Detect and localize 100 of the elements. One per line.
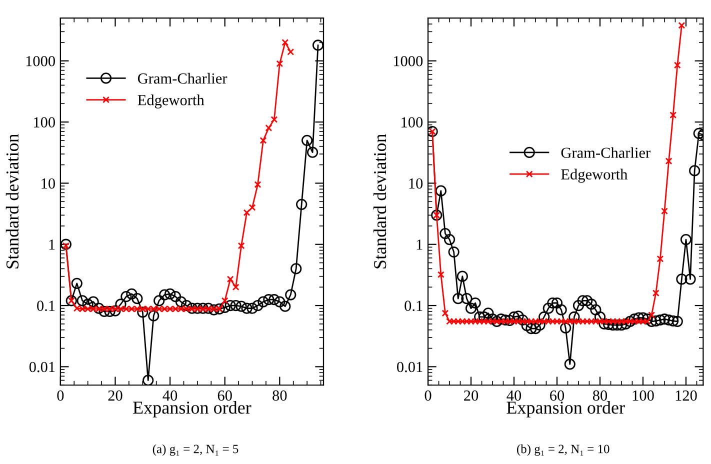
point xyxy=(197,302,208,314)
y-tick-label: 100 xyxy=(402,117,423,128)
point xyxy=(437,271,444,278)
point xyxy=(126,288,138,300)
y-tick-label: 1000 xyxy=(26,56,55,66)
point xyxy=(219,302,230,314)
point xyxy=(302,134,313,146)
point xyxy=(221,297,228,304)
point xyxy=(232,284,240,291)
x-axis-title: Expansion order xyxy=(133,401,252,418)
point xyxy=(192,302,204,314)
point xyxy=(154,295,165,306)
point xyxy=(137,306,148,318)
y-tick-label: 10 xyxy=(42,178,55,189)
point xyxy=(263,294,274,306)
x-tick-label: 80 xyxy=(592,390,608,401)
legend-label: Edgeworth xyxy=(138,94,204,108)
point xyxy=(312,40,324,51)
x-tick-label: 40 xyxy=(506,390,522,401)
legend-label: Edgeworth xyxy=(561,168,628,183)
point xyxy=(164,288,176,300)
point xyxy=(142,374,154,386)
y-tick-label: 100 xyxy=(34,117,55,128)
point xyxy=(265,124,272,132)
y-axis-title: Standard deviation xyxy=(373,134,386,268)
legend-label: Gram-Charlier xyxy=(561,147,650,158)
point xyxy=(276,60,284,68)
x-tick-label: 60 xyxy=(218,390,232,401)
point xyxy=(202,302,214,314)
point xyxy=(274,296,286,308)
text: (b) g₁ = 2, N₁ = 10 xyxy=(517,444,610,456)
point xyxy=(82,298,94,310)
point xyxy=(93,302,104,314)
point xyxy=(148,310,160,322)
point xyxy=(88,296,99,308)
point xyxy=(76,295,88,306)
point xyxy=(280,300,291,312)
x-tick-label: 80 xyxy=(272,390,287,401)
point xyxy=(110,305,121,316)
point xyxy=(287,48,294,56)
point xyxy=(175,296,187,308)
point xyxy=(282,38,289,46)
x-tick-label: 20 xyxy=(464,390,478,401)
point xyxy=(98,306,110,318)
point xyxy=(674,62,681,69)
point xyxy=(120,291,132,302)
point xyxy=(661,208,668,215)
point xyxy=(665,158,672,165)
y-tick-label: 10 xyxy=(409,178,423,189)
point xyxy=(115,298,126,310)
x-tick-label: 60 xyxy=(550,390,564,401)
point xyxy=(104,306,116,318)
y-tick-label: 0.1 xyxy=(37,300,55,312)
point xyxy=(260,136,267,144)
point xyxy=(285,289,296,300)
point xyxy=(648,312,656,318)
point xyxy=(254,181,262,188)
point xyxy=(208,304,220,316)
point xyxy=(248,204,256,212)
point xyxy=(230,300,242,312)
text: (a) g₁ = 2, N₁ = 5 xyxy=(152,444,238,456)
y-tick-label: 0.01 xyxy=(29,362,55,372)
point xyxy=(270,116,278,123)
point xyxy=(236,300,247,312)
point xyxy=(159,289,170,300)
point xyxy=(226,276,234,283)
y-tick-label: 0.01 xyxy=(397,362,422,372)
point xyxy=(670,112,677,119)
x-tick-label: 20 xyxy=(108,390,122,401)
point xyxy=(246,302,258,314)
point xyxy=(224,300,236,312)
y-axis-title: Standard deviation xyxy=(6,134,19,268)
x-tick-label: 100 xyxy=(632,390,654,401)
point xyxy=(241,302,252,314)
x-tick-label: 40 xyxy=(162,390,178,401)
x-axis-title: Expansion order xyxy=(506,401,625,418)
point xyxy=(652,290,660,297)
x-tick-label: 0 xyxy=(424,390,432,401)
point xyxy=(306,146,318,158)
point xyxy=(71,278,82,289)
point xyxy=(186,302,198,314)
y-tick-label: 1 xyxy=(416,240,422,250)
point xyxy=(656,255,664,262)
y-tick-label: 0.1 xyxy=(404,300,422,312)
y-tick-label: 1 xyxy=(49,240,55,250)
point xyxy=(258,296,269,308)
point xyxy=(442,310,449,317)
point xyxy=(678,22,686,29)
point xyxy=(290,263,302,274)
point xyxy=(243,209,250,216)
point xyxy=(238,242,245,250)
legend-label: Gram-Charlier xyxy=(138,72,228,84)
x-tick-label: 120 xyxy=(676,390,697,401)
point xyxy=(268,294,280,306)
x-tick-label: 0 xyxy=(57,390,64,401)
point xyxy=(180,300,192,312)
y-tick-label: 1000 xyxy=(394,56,423,66)
point xyxy=(296,198,308,210)
point xyxy=(170,291,182,302)
point xyxy=(132,293,143,304)
